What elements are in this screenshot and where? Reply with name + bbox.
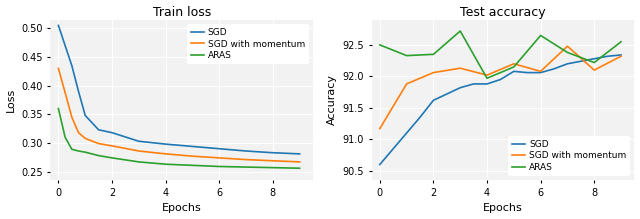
ARAS	[108, 157, 116, 159]
SGD with momentum	[216, 157, 223, 159]
ARAS	[75, 150, 83, 152]
ARAS	[617, 41, 625, 43]
ARAS	[590, 61, 598, 64]
SGD	[443, 93, 451, 95]
ARAS	[483, 77, 491, 79]
SGD with momentum	[61, 91, 69, 94]
SGD with momentum	[75, 131, 83, 134]
SGD with momentum	[376, 127, 383, 130]
SGD with momentum	[617, 55, 625, 58]
SGD with momentum	[429, 71, 437, 74]
Legend: SGD, SGD with momentum, ARAS: SGD, SGD with momentum, ARAS	[508, 136, 630, 176]
SGD with momentum	[403, 83, 410, 85]
SGD	[189, 145, 196, 148]
SGD with momentum	[269, 159, 276, 162]
ARAS	[61, 136, 69, 139]
Line: SGD: SGD	[58, 25, 300, 154]
SGD	[95, 129, 102, 131]
SGD	[497, 78, 504, 81]
SGD with momentum	[564, 45, 572, 48]
SGD	[376, 163, 383, 166]
ARAS	[242, 166, 250, 168]
Line: ARAS: ARAS	[380, 31, 621, 78]
SGD with momentum	[81, 137, 89, 140]
SGD	[577, 60, 585, 63]
Line: SGD with momentum: SGD with momentum	[58, 69, 300, 162]
ARAS	[403, 54, 410, 57]
X-axis label: Epochs: Epochs	[483, 203, 523, 214]
SGD with momentum	[242, 158, 250, 161]
SGD	[550, 67, 558, 70]
ARAS	[456, 30, 464, 32]
SGD	[456, 87, 464, 89]
ARAS	[564, 51, 572, 54]
Line: SGD with momentum: SGD with momentum	[380, 46, 621, 129]
SGD	[61, 44, 69, 47]
SGD	[216, 147, 223, 150]
SGD with momentum	[483, 74, 491, 76]
Legend: SGD, SGD with momentum, ARAS: SGD, SGD with momentum, ARAS	[187, 24, 308, 64]
SGD	[470, 83, 477, 85]
SGD with momentum	[162, 153, 170, 155]
ARAS	[135, 161, 143, 163]
ARAS	[376, 44, 383, 46]
SGD	[429, 99, 437, 102]
ARAS	[162, 163, 170, 166]
SGD with momentum	[296, 161, 303, 163]
SGD	[296, 153, 303, 155]
SGD with momentum	[537, 70, 545, 73]
SGD	[403, 132, 410, 134]
Y-axis label: Loss: Loss	[6, 88, 15, 112]
ARAS	[81, 151, 89, 154]
SGD with momentum	[135, 150, 143, 152]
SGD with momentum	[108, 145, 116, 147]
ARAS	[429, 53, 437, 56]
ARAS	[269, 166, 276, 169]
SGD	[54, 24, 62, 27]
SGD with momentum	[590, 69, 598, 71]
SGD	[269, 151, 276, 154]
SGD	[604, 55, 611, 58]
SGD with momentum	[95, 142, 102, 145]
X-axis label: Epochs: Epochs	[162, 203, 202, 214]
Line: SGD: SGD	[380, 55, 621, 164]
SGD	[617, 54, 625, 56]
ARAS	[189, 164, 196, 167]
ARAS	[537, 34, 545, 37]
ARAS	[95, 154, 102, 157]
Title: Test accuracy: Test accuracy	[460, 5, 546, 19]
SGD	[590, 57, 598, 60]
ARAS	[296, 167, 303, 170]
SGD	[510, 70, 518, 73]
ARAS	[54, 107, 62, 110]
Y-axis label: Accuracy: Accuracy	[327, 74, 337, 125]
SGD	[524, 71, 531, 74]
SGD	[75, 90, 83, 93]
SGD	[68, 64, 76, 67]
SGD	[135, 140, 143, 143]
SGD	[416, 116, 424, 119]
Title: Train loss: Train loss	[152, 5, 211, 19]
SGD	[483, 83, 491, 85]
SGD	[242, 150, 250, 152]
SGD with momentum	[189, 155, 196, 157]
SGD	[162, 143, 170, 145]
ARAS	[510, 66, 518, 68]
SGD	[537, 71, 545, 74]
SGD	[81, 114, 89, 117]
SGD with momentum	[54, 67, 62, 70]
SGD	[108, 131, 116, 134]
SGD	[564, 62, 572, 65]
ARAS	[216, 165, 223, 168]
SGD with momentum	[68, 116, 76, 118]
Line: ARAS: ARAS	[58, 109, 300, 168]
ARAS	[68, 148, 76, 151]
SGD with momentum	[456, 67, 464, 69]
SGD	[389, 147, 397, 150]
SGD with momentum	[510, 62, 518, 65]
